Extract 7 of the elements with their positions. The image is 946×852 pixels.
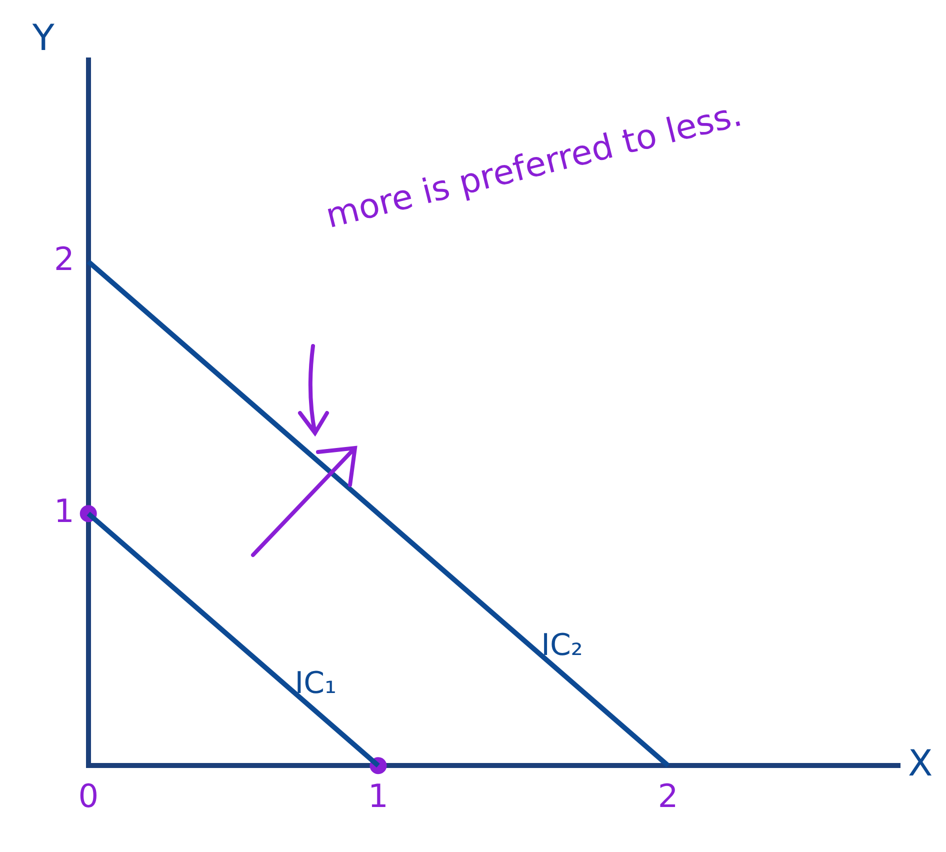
y-axis-title: Y: [31, 18, 56, 59]
x-tick-label: 1: [368, 777, 388, 816]
x-tick-label: 2: [658, 777, 678, 816]
series-label: IC₁: [294, 666, 337, 701]
series-label: IC₂: [541, 628, 583, 663]
x-axis-title: X: [908, 744, 933, 785]
x-tick-label: 0: [78, 777, 99, 816]
